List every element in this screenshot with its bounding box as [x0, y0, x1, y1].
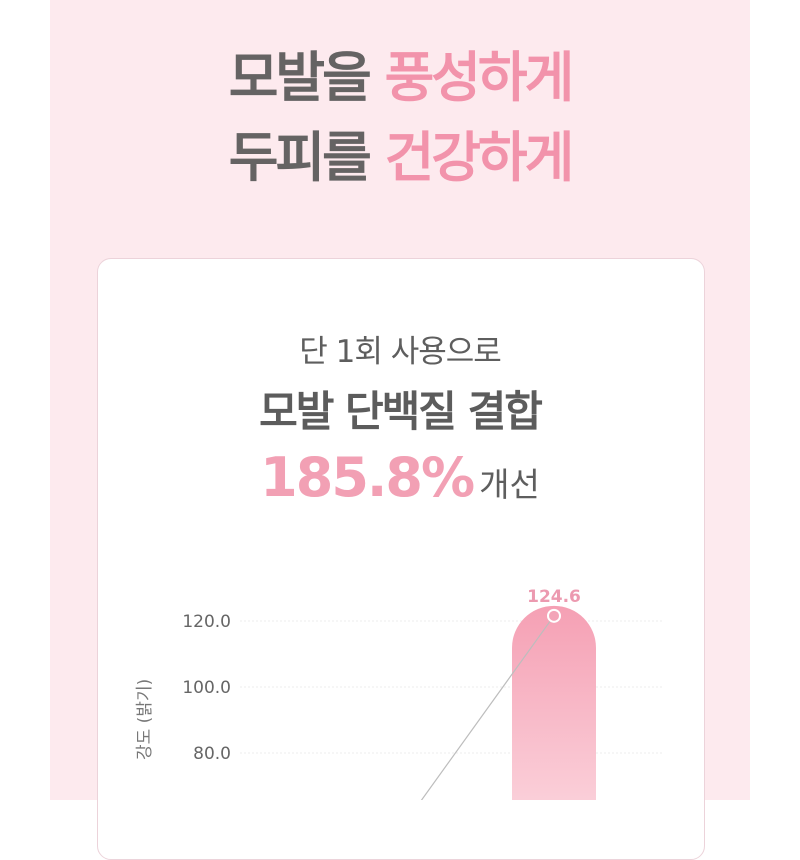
y-tick-label: 120.0 [182, 612, 231, 632]
headline-gray-2: 두피를 [228, 126, 372, 189]
card-stat: 185.8% 개선 [0, 446, 800, 509]
headline-pink-2: 건강하게 [384, 126, 575, 189]
card-subtitle: 단 1회 사용으로 [299, 334, 502, 370]
data-point [547, 608, 561, 623]
stat-value: 185.8% [260, 446, 475, 509]
headline-gray-1: 모발을 [228, 46, 372, 109]
bar-chart: 80.0 100.0 120.0 124.6 [182, 587, 663, 800]
result-card [97, 258, 705, 860]
stat-word: 개선 [479, 465, 540, 504]
trend-line [420, 615, 555, 800]
card-title: 모발 단백질 결합 [259, 387, 543, 436]
headline-line-1: 모발을 풍성하게 [0, 48, 800, 108]
y-tick-label: 100.0 [182, 678, 231, 698]
y-tick-label: 80.0 [193, 744, 231, 764]
bar [512, 605, 596, 800]
headline-line-2: 두피를 건강하게 [0, 128, 800, 188]
headline-pink-1: 풍성하게 [384, 46, 575, 109]
data-label: 124.6 [527, 587, 581, 607]
